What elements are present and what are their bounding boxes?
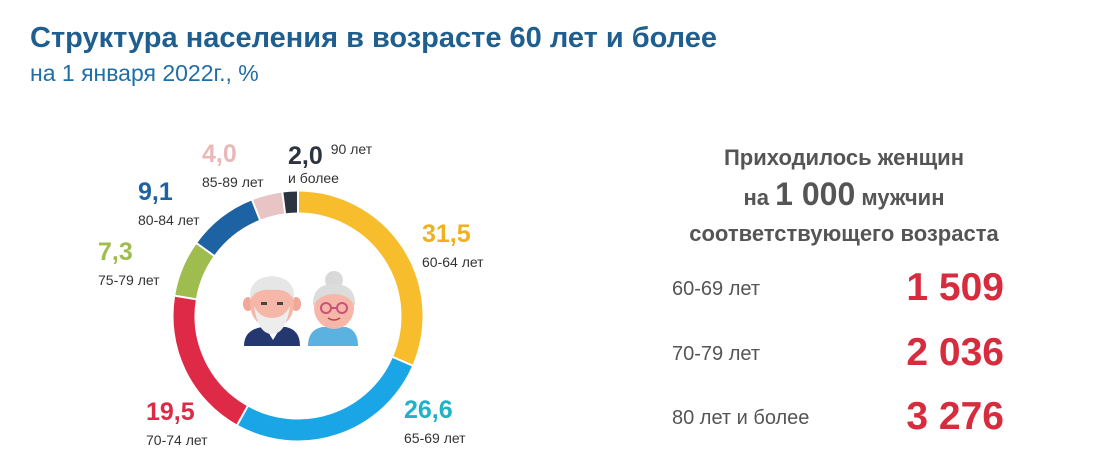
ratio-heading-big: 1 000 [775, 176, 856, 212]
segment-value: 19,5 [146, 398, 195, 426]
ratio-row-label: 70-79 лет [672, 343, 760, 365]
ratio-row-70-79: 70-79 лет 2 036 [672, 331, 1012, 375]
segment-age-line2: и более [288, 170, 339, 186]
segment-age: 60-64 лет [422, 254, 484, 270]
segment-age: 90 лет [330, 141, 373, 157]
donut-separator-4 [195, 242, 216, 258]
segment-label-85-89: 4,0 85-89 лет [202, 140, 264, 190]
segment-age: 85-89 лет [202, 174, 264, 190]
segment-value: 26,6 [404, 396, 453, 424]
segment-age: 70-74 лет [146, 432, 208, 448]
elderly-woman-icon [308, 271, 358, 346]
ratio-heading-line2: на 1 000 мужчин [640, 176, 1048, 216]
segment-age: 65-69 лет [404, 430, 466, 446]
donut-separator-3 [174, 294, 198, 301]
segment-value: 2,0 [288, 142, 323, 170]
segment-label-75-79: 7,3 75-79 лет [98, 238, 160, 288]
donut-segment-5 [252, 192, 286, 220]
donut-separator-5 [250, 198, 262, 222]
donut-separator-1 [391, 355, 414, 367]
ratio-row-80-plus: 80 лет и более 3 276 [672, 395, 1012, 439]
ratio-row-value: 3 276 [906, 395, 1004, 438]
segment-label-80-84: 9,1 80-84 лет [138, 178, 200, 228]
segment-value: 31,5 [422, 220, 471, 248]
ratio-heading: Приходилось женщин на 1 000 мужчин соотв… [640, 140, 1048, 252]
ratio-row-label: 60-69 лет [672, 278, 760, 300]
segment-value: 9,1 [138, 178, 173, 206]
ratio-row-label: 80 лет и более [672, 407, 810, 429]
donut-segment-4 [196, 200, 261, 256]
ratio-row-60-69: 60-69 лет 1 509 [672, 266, 1012, 310]
segment-age: 75-79 лет [98, 272, 160, 288]
donut-segment-1 [237, 356, 413, 441]
segment-label-65-69: 26,6 65-69 лет [404, 396, 466, 446]
donut-chart [173, 190, 423, 441]
donut-separator-2 [235, 405, 249, 427]
donut-separator-6 [281, 191, 287, 215]
ratio-heading-post: мужчин [861, 185, 945, 210]
ratio-row-value: 2 036 [906, 331, 1004, 374]
segment-value: 7,3 [98, 238, 133, 266]
donut-segment-0 [297, 191, 423, 366]
donut-segment-3 [175, 243, 215, 300]
ratio-heading-line3: соответствующего возраста [689, 221, 999, 246]
elderly-man-icon [243, 276, 301, 346]
donut-segment-2 [173, 295, 248, 425]
page-subtitle: на 1 января 2022г., % [30, 60, 259, 86]
ratio-row-value: 1 509 [906, 266, 1004, 309]
ratio-heading-pre: на [743, 185, 770, 210]
segment-label-70-74: 19,5 70-74 лет [146, 398, 208, 448]
segment-age: 80-84 лет [138, 212, 200, 228]
segment-label-60-64: 31,5 60-64 лет [422, 220, 484, 270]
segment-value: 4,0 [202, 140, 237, 168]
donut-segment-6 [282, 191, 299, 214]
page-title: Структура населения в возрасте 60 лет и … [30, 22, 717, 54]
segment-label-90-plus: 2,0 90 лет и более [288, 142, 372, 185]
ratio-heading-line1: Приходилось женщин [723, 145, 964, 170]
